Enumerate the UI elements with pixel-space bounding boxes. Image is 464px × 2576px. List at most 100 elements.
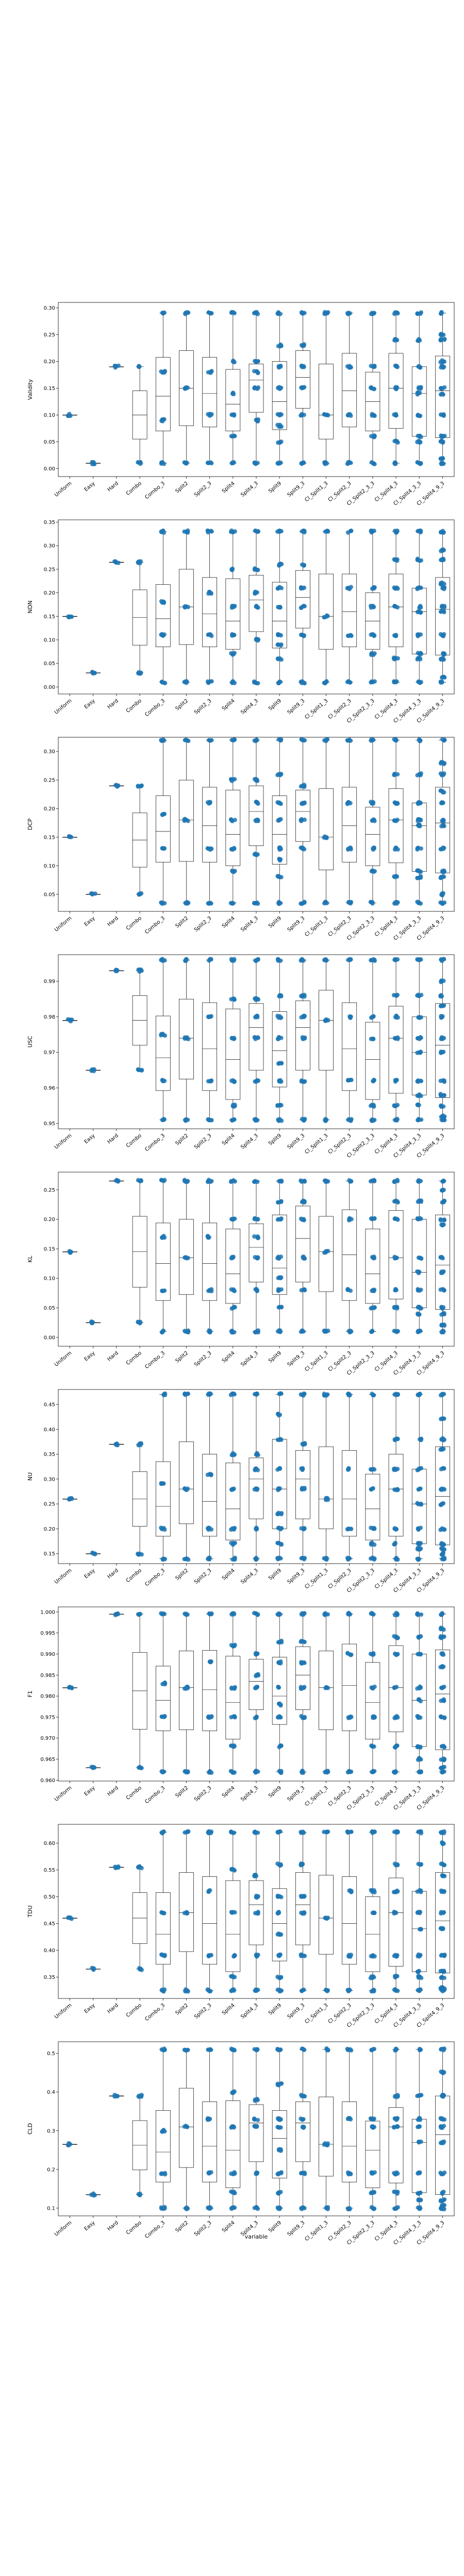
data-point	[301, 1255, 305, 1260]
data-point	[300, 1466, 305, 1471]
y-tick-label: 0.20	[44, 359, 55, 365]
data-point	[277, 2206, 283, 2211]
y-tick-label: 0.15	[44, 1551, 55, 1557]
data-point	[392, 1437, 397, 1442]
data-point	[275, 529, 280, 534]
box	[435, 787, 450, 873]
data-point	[66, 1915, 71, 1920]
data-point	[231, 1079, 236, 1084]
data-point	[440, 1873, 444, 1878]
data-point	[394, 1829, 399, 1834]
data-point	[277, 440, 283, 445]
data-point	[323, 958, 328, 963]
box	[411, 1469, 427, 1544]
data-point	[395, 1393, 400, 1397]
y-tick-label: 0.10	[44, 413, 55, 418]
box	[202, 1454, 218, 1537]
box	[225, 1656, 241, 1740]
x-tick-label: Cl_Split1_3	[304, 698, 329, 721]
data-point	[369, 1487, 374, 1492]
data-point	[229, 1118, 234, 1123]
data-point	[208, 1117, 213, 1123]
data-point	[438, 456, 443, 461]
data-point	[161, 311, 166, 315]
data-point	[439, 874, 443, 879]
x-tick-label: Split9_3	[287, 1350, 306, 1368]
data-point	[299, 2116, 303, 2121]
box	[155, 357, 171, 431]
data-point	[348, 1954, 353, 1959]
data-point	[278, 1436, 283, 1442]
data-point	[394, 1743, 400, 1748]
data-point	[441, 1104, 446, 1109]
data-point	[442, 609, 446, 615]
data-point	[347, 1178, 352, 1183]
data-point	[418, 869, 423, 874]
data-point	[229, 605, 235, 610]
data-point	[325, 1829, 329, 1835]
data-point	[299, 461, 304, 466]
box	[225, 369, 241, 431]
data-point	[439, 1222, 444, 1227]
panel-kl: 0.00 0.05 0.10 0.15 0.20 0.25 KL Uniform Easy Har…	[27, 1172, 455, 1377]
data-point	[348, 1714, 353, 1719]
data-point	[254, 1895, 259, 1900]
data-point	[392, 680, 396, 685]
box	[272, 1011, 287, 1088]
data-point	[442, 1217, 447, 1223]
data-point	[276, 1329, 280, 1334]
data-point	[415, 1556, 420, 1561]
data-point	[279, 344, 284, 348]
x-tick-label: Split2_3	[193, 1350, 213, 1368]
data-point	[349, 633, 353, 638]
data-point	[349, 1890, 354, 1894]
data-point	[138, 2191, 142, 2196]
data-point	[229, 1179, 234, 1183]
data-point	[371, 1526, 375, 1531]
data-point	[230, 901, 235, 906]
y-tick-label: 0.15	[44, 1246, 55, 1252]
data-point	[91, 1966, 96, 1971]
data-point	[371, 1953, 375, 1958]
data-point	[300, 363, 304, 368]
data-point	[440, 1889, 445, 1894]
data-point	[441, 1652, 446, 1657]
data-point	[395, 1612, 400, 1616]
data-point	[393, 604, 397, 609]
box	[202, 2102, 218, 2182]
data-point	[394, 1556, 399, 1561]
data-point	[372, 818, 376, 822]
data-point	[115, 968, 120, 973]
box	[365, 1662, 380, 1740]
box	[365, 1228, 380, 1304]
data-point	[275, 422, 280, 428]
data-point	[253, 818, 258, 823]
box	[155, 1223, 171, 1301]
x-tick-label: Uniform	[54, 1568, 73, 1585]
y-tick-label: 0.3	[47, 2128, 55, 2134]
data-point	[183, 386, 188, 391]
data-point	[440, 1861, 445, 1866]
data-point	[231, 2171, 236, 2176]
data-point	[112, 363, 117, 368]
data-point	[231, 2206, 236, 2210]
x-tick-label: Split4_3	[240, 2003, 259, 2020]
data-point	[418, 1546, 423, 1551]
data-point	[394, 874, 399, 878]
x-tick-label: Split9	[268, 1785, 283, 1799]
data-point	[300, 1487, 304, 1492]
data-point	[231, 1831, 236, 1836]
data-point	[162, 901, 167, 906]
box	[342, 1002, 357, 1091]
data-point	[418, 1486, 423, 1491]
y-tick-label: 0.05	[44, 1306, 55, 1311]
data-point	[277, 605, 281, 610]
data-point	[209, 634, 214, 638]
data-point	[372, 585, 376, 590]
x-tick-label: Easy	[84, 1350, 96, 1363]
data-point	[276, 2148, 281, 2153]
data-point	[440, 1551, 445, 1556]
x-tick-label: Split2	[174, 2003, 189, 2016]
data-point	[324, 2046, 329, 2051]
data-point	[393, 1953, 398, 1957]
